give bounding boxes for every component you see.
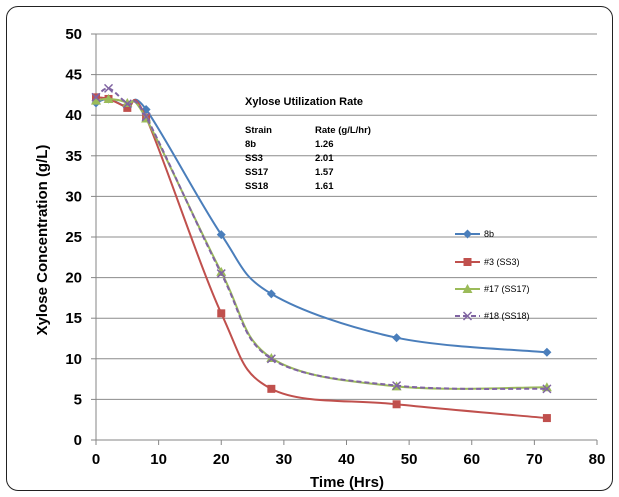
data-point — [103, 83, 114, 93]
y-tick-label: 15 — [65, 310, 82, 327]
y-tick-label: 5 — [74, 391, 82, 408]
data-point — [392, 400, 401, 409]
x-axis-label: Time (Hrs) — [310, 474, 384, 491]
legend-label: 8b — [484, 229, 494, 239]
rate-table-rate-8b: 1.26 — [315, 139, 334, 150]
x-tick-label: 0 — [92, 451, 100, 468]
data-point — [122, 99, 132, 109]
data-point — [91, 92, 101, 102]
rate-table: Xylose Utilization Rate Strain Rate (g/L… — [245, 96, 371, 192]
x-tick-label: 40 — [338, 451, 355, 468]
tick-labels: 0 5 10 15 20 25 30 35 40 45 50 0 10 20 30 40 50 60 70 80 — [65, 26, 605, 468]
rate-table-rate-ss3: 2.01 — [315, 153, 334, 164]
data-point — [542, 384, 552, 394]
x-tick-label: 60 — [463, 451, 480, 468]
y-tick-label: 50 — [65, 26, 82, 43]
x-tick-label: 10 — [150, 451, 167, 468]
rate-table-rate-ss17: 1.57 — [315, 167, 334, 178]
legend: 8b #3 (SS3) #17 (SS17) #18 (SS18) — [455, 229, 530, 321]
y-tick-label: 35 — [65, 148, 82, 165]
x-tick-label: 70 — [526, 451, 543, 468]
rate-table-strain-ss3: SS3 — [245, 153, 263, 164]
y-tick-label: 20 — [65, 270, 82, 287]
y-tick-label: 0 — [74, 432, 82, 449]
legend-entry: 8b — [455, 229, 494, 239]
data-point — [123, 103, 132, 112]
x-tick-label: 20 — [213, 451, 230, 468]
series-3 — [91, 83, 552, 394]
data-point — [542, 414, 551, 423]
rate-table-header-strain: Strain — [245, 125, 272, 136]
y-tick-label: 30 — [65, 188, 82, 205]
legend-marker — [462, 284, 473, 293]
rate-table-title: Xylose Utilization Rate — [245, 96, 363, 108]
legend-entry: #17 (SS17) — [455, 284, 530, 294]
data-point — [267, 384, 276, 393]
data-point — [103, 93, 114, 103]
data-point — [542, 347, 552, 357]
legend-label: #3 (SS3) — [484, 257, 520, 267]
rate-table-strain-ss18: SS18 — [245, 181, 268, 192]
legend-label: #17 (SS17) — [484, 284, 530, 294]
data-point — [392, 333, 402, 343]
y-tick-label: 40 — [65, 107, 82, 124]
data-point — [216, 230, 226, 240]
legend-entry: #3 (SS3) — [455, 257, 520, 267]
rate-table-header-rate: Rate (g/L/hr) — [315, 125, 371, 136]
x-tick-label: 30 — [276, 451, 293, 468]
legend-entry: #18 (SS18) — [455, 311, 530, 321]
data-point — [266, 354, 276, 364]
legend-marker — [463, 229, 472, 239]
y-tick-label: 45 — [65, 67, 82, 84]
series-group — [91, 83, 552, 423]
legend-marker — [462, 311, 473, 321]
data-point — [141, 112, 151, 122]
series-line — [95, 97, 547, 354]
y-tick-label: 10 — [65, 351, 82, 368]
y-axis-label: Xylose Concentration (g/L) — [34, 145, 51, 336]
rate-table-strain-8b: 8b — [245, 139, 256, 150]
data-point — [217, 309, 226, 318]
data-point — [392, 381, 402, 391]
x-tick-label: 50 — [401, 451, 418, 468]
legend-marker — [463, 258, 472, 266]
data-point — [91, 95, 101, 105]
grid-lines — [96, 33, 597, 400]
legend-label: #18 (SS18) — [484, 311, 530, 321]
data-point — [266, 289, 276, 299]
y-tick-label: 25 — [65, 229, 82, 246]
data-point — [216, 269, 226, 279]
rate-table-rate-ss18: 1.61 — [315, 181, 334, 192]
x-tick-label: 80 — [589, 451, 606, 468]
rate-table-strain-ss17: SS17 — [245, 167, 268, 178]
